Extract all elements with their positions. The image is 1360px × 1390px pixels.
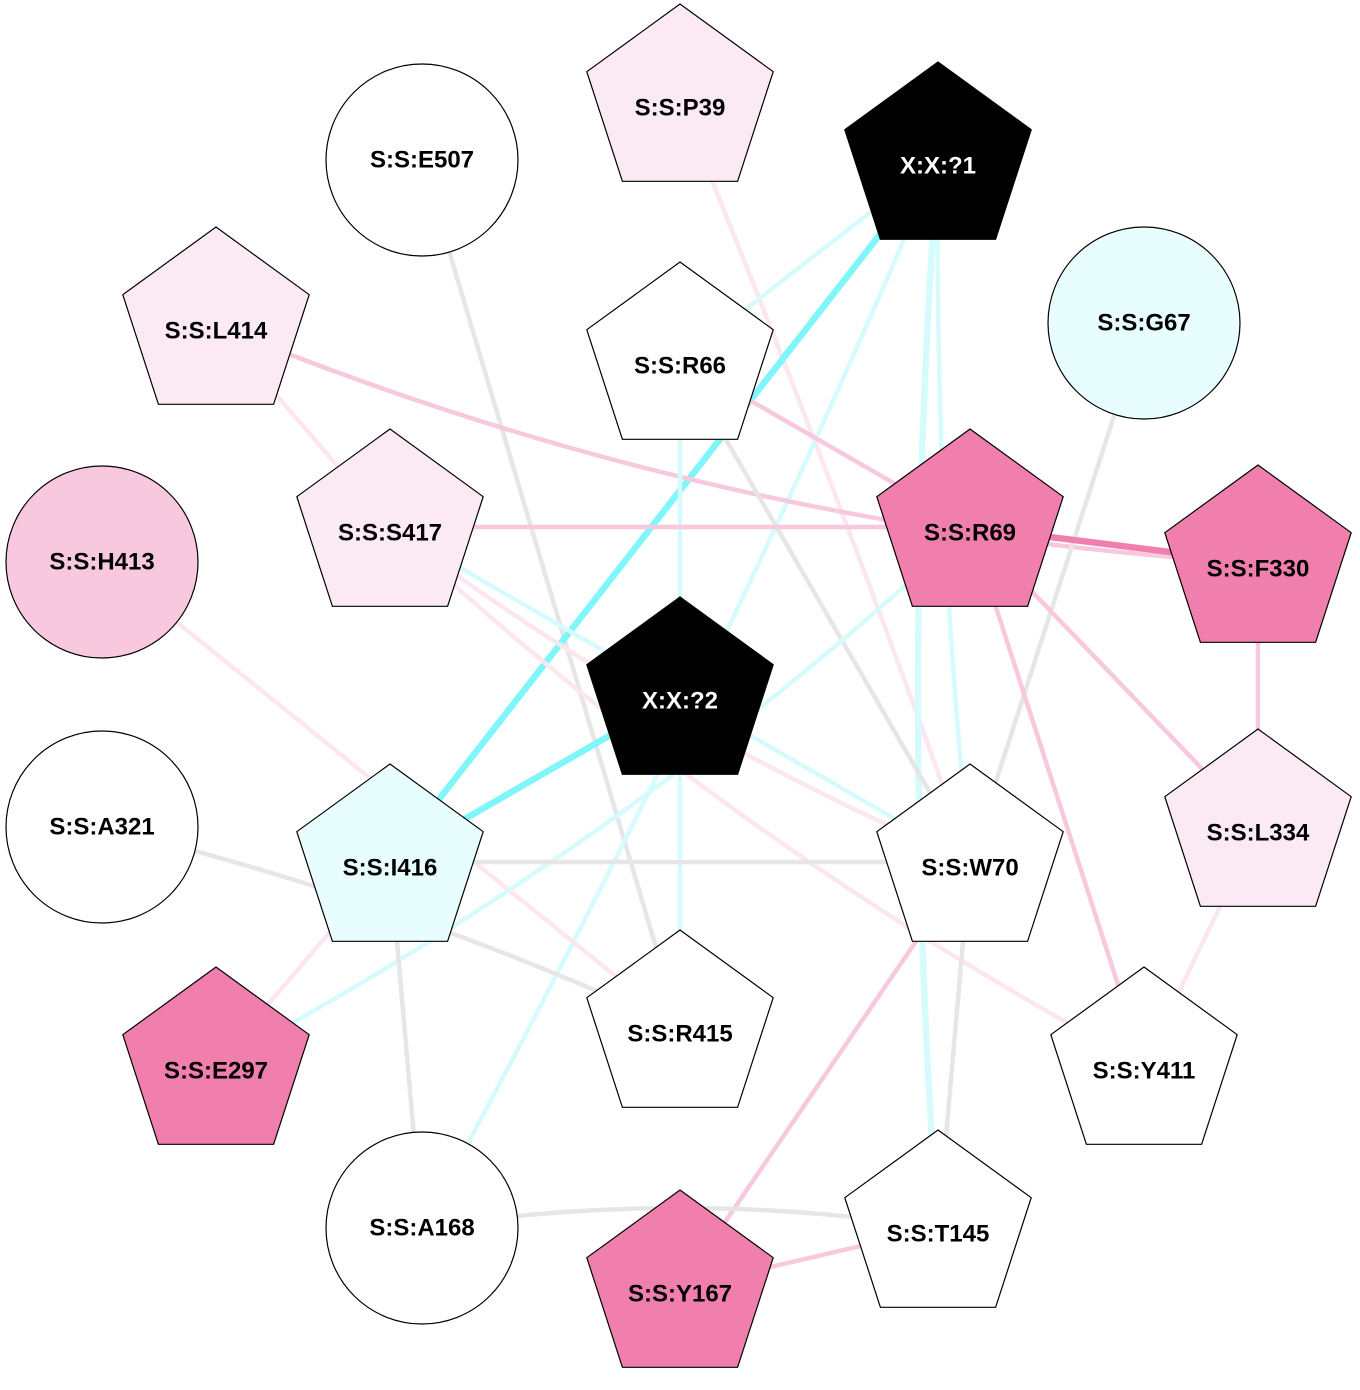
- node-s-s-w70: S:S:W70: [876, 763, 1064, 942]
- node-x-x-1: X:X:?1: [844, 61, 1032, 240]
- pentagon-shape-s-s-y411: [1050, 966, 1238, 1145]
- node-s-s-l334: S:S:L334: [1164, 728, 1352, 907]
- node-s-s-h413: S:S:H413: [5, 465, 199, 659]
- pentagon-shape-s-s-t145: [844, 1129, 1032, 1308]
- pentagon-shape-s-s-l414: [122, 226, 310, 405]
- pentagon-shape-s-s-i416: [296, 763, 484, 942]
- node-label-s-s-p39: S:S:P39: [635, 95, 726, 122]
- pentagon-shape-s-s-f330: [1164, 464, 1352, 643]
- node-label-s-s-g67: S:S:G67: [1097, 310, 1190, 337]
- edge-x-x-1-to-s-s-i416: [386, 156, 942, 866]
- circle-shape-s-s-e507: [325, 63, 519, 257]
- node-x-x-2: X:X:?2: [586, 596, 774, 775]
- pentagon-shape-s-s-p39: [586, 3, 774, 182]
- edge-s-s-e507-to-s-s-r415: [419, 157, 683, 1031]
- circle-shape-s-s-a168: [325, 1131, 519, 1325]
- node-s-s-l414: S:S:L414: [122, 226, 310, 405]
- node-label-s-s-s417: S:S:S417: [338, 520, 442, 547]
- node-s-s-i416: S:S:I416: [296, 763, 484, 942]
- pentagon-shape-s-s-r69: [876, 428, 1064, 607]
- node-s-s-g67: S:S:G67: [1047, 226, 1241, 420]
- edge-s-s-l414-to-s-s-f330: [213, 322, 1261, 566]
- node-label-s-s-e297: S:S:E297: [164, 1058, 268, 1085]
- node-label-s-s-t145: S:S:T145: [887, 1221, 990, 1248]
- node-s-s-y167: S:S:Y167: [586, 1189, 774, 1368]
- node-layer: S:S:E507 S:S:P39 X:X:?1 S:S:L414 S:S:R66 S:S:…: [5, 3, 1352, 1368]
- pentagon-shape-x-x-1: [844, 61, 1032, 240]
- edge-s-s-s417-to-s-s-y411: [387, 524, 1147, 1068]
- node-s-s-t145: S:S:T145: [844, 1129, 1032, 1308]
- node-s-s-a168: S:S:A168: [325, 1131, 519, 1325]
- node-label-s-s-f330: S:S:F330: [1207, 556, 1310, 583]
- node-s-s-e507: S:S:E507: [325, 63, 519, 257]
- node-label-s-s-l414: S:S:L414: [165, 318, 268, 345]
- node-s-s-r69: S:S:R69: [876, 428, 1064, 607]
- pentagon-shape-s-s-w70: [876, 763, 1064, 942]
- node-s-s-a321: S:S:A321: [5, 730, 199, 924]
- node-s-s-f330: S:S:F330: [1164, 464, 1352, 643]
- node-label-x-x-1: X:X:?1: [900, 153, 976, 180]
- edge-s-s-p39-to-s-s-w70: [677, 99, 973, 865]
- node-label-s-s-w70: S:S:W70: [921, 855, 1018, 882]
- pentagon-shape-s-s-y167: [586, 1189, 774, 1368]
- circle-shape-s-s-a321: [5, 730, 199, 924]
- node-s-s-e297: S:S:E297: [122, 966, 310, 1145]
- pentagon-shape-s-s-e297: [122, 966, 310, 1145]
- edge-s-s-r69-to-s-s-e297: [213, 524, 973, 1068]
- node-s-s-r66: S:S:R66: [586, 261, 774, 440]
- node-s-s-y411: S:S:Y411: [1050, 966, 1238, 1145]
- node-label-s-s-e507: S:S:E507: [370, 147, 474, 174]
- node-label-s-s-r66: S:S:R66: [634, 353, 726, 380]
- node-label-s-s-r69: S:S:R69: [924, 520, 1016, 547]
- edge-x-x-1-to-s-s-t145: [914, 156, 942, 1232]
- node-label-s-s-l334: S:S:L334: [1207, 820, 1310, 847]
- node-s-s-r415: S:S:R415: [586, 929, 774, 1108]
- pentagon-shape-s-s-r415: [586, 929, 774, 1108]
- node-s-s-p39: S:S:P39: [586, 3, 774, 182]
- node-s-s-s417: S:S:S417: [296, 428, 484, 607]
- node-label-s-s-y167: S:S:Y167: [628, 1281, 732, 1308]
- node-label-s-s-y411: S:S:Y411: [1093, 1058, 1196, 1085]
- node-label-s-s-a321: S:S:A321: [49, 814, 154, 841]
- pentagon-shape-s-s-r66: [586, 261, 774, 440]
- node-label-s-s-r415: S:S:R415: [627, 1021, 732, 1048]
- pentagon-shape-x-x-2: [586, 596, 774, 775]
- node-label-s-s-h413: S:S:H413: [49, 549, 154, 576]
- circle-shape-s-s-h413: [5, 465, 199, 659]
- circle-shape-s-s-g67: [1047, 226, 1241, 420]
- node-label-x-x-2: X:X:?2: [642, 688, 718, 715]
- node-label-s-s-i416: S:S:I416: [343, 855, 438, 882]
- pentagon-shape-s-s-s417: [296, 428, 484, 607]
- pentagon-shape-s-s-l334: [1164, 728, 1352, 907]
- node-label-s-s-a168: S:S:A168: [369, 1215, 474, 1242]
